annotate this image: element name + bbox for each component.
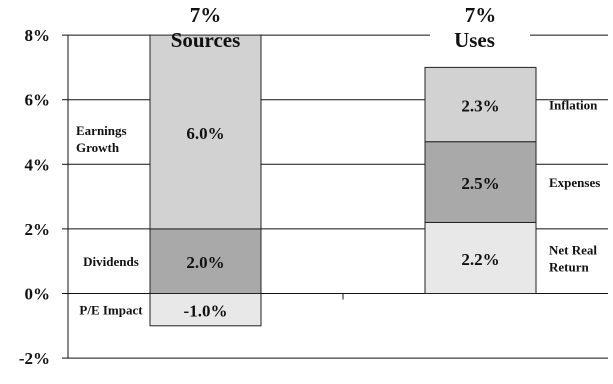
bar-segment-earnings-growth [149, 34, 262, 230]
value-label-expenses: 2.5% [461, 174, 499, 193]
y-tick-label: 2% [25, 220, 51, 239]
category-label-expenses: Expenses [549, 175, 600, 190]
y-tick-label: -2% [19, 349, 50, 368]
bar-title-sources: Sources [171, 28, 241, 52]
labels: -1.0% P/E Impact 2.0% Dividends 6.0% Earnings… [76, 3, 600, 321]
category-label-earnings-growth: Earnings Growth [76, 123, 127, 155]
bar-segment-dividends [149, 228, 262, 294]
y-tick-label: 6% [25, 91, 51, 110]
bar-title-uses: Uses [454, 28, 495, 52]
category-label-dividends: Dividends [83, 254, 139, 269]
bar-segment-inflation [424, 66, 537, 143]
y-tick-label: 4% [25, 155, 51, 174]
y-axis: 8% 6% 4% 2% 0% -2% [19, 26, 344, 368]
bars [149, 34, 537, 327]
value-label-inflation: 2.3% [461, 97, 499, 116]
bar-segment-net-real-return [424, 221, 537, 294]
y-tick-label: 8% [25, 26, 51, 45]
bar-segment-p-e-impact [149, 293, 262, 327]
value-label-earnings-growth: 6.0% [186, 124, 224, 143]
y-tick-label: 0% [25, 285, 51, 304]
bar-segment-expenses [424, 141, 537, 223]
category-label-inflation: Inflation [549, 98, 598, 113]
bar-total-label: 7% [190, 3, 222, 27]
value-label-dividends: 2.0% [186, 253, 224, 272]
value-label-p-e-impact: -1.0% [184, 302, 228, 321]
value-label-net-real-return: 2.2% [461, 250, 499, 269]
category-label-p-e-impact: P/E Impact [79, 303, 143, 318]
category-label-net-real-return: Net Real Return [549, 242, 597, 274]
bar-total-label: 7% [465, 3, 497, 27]
